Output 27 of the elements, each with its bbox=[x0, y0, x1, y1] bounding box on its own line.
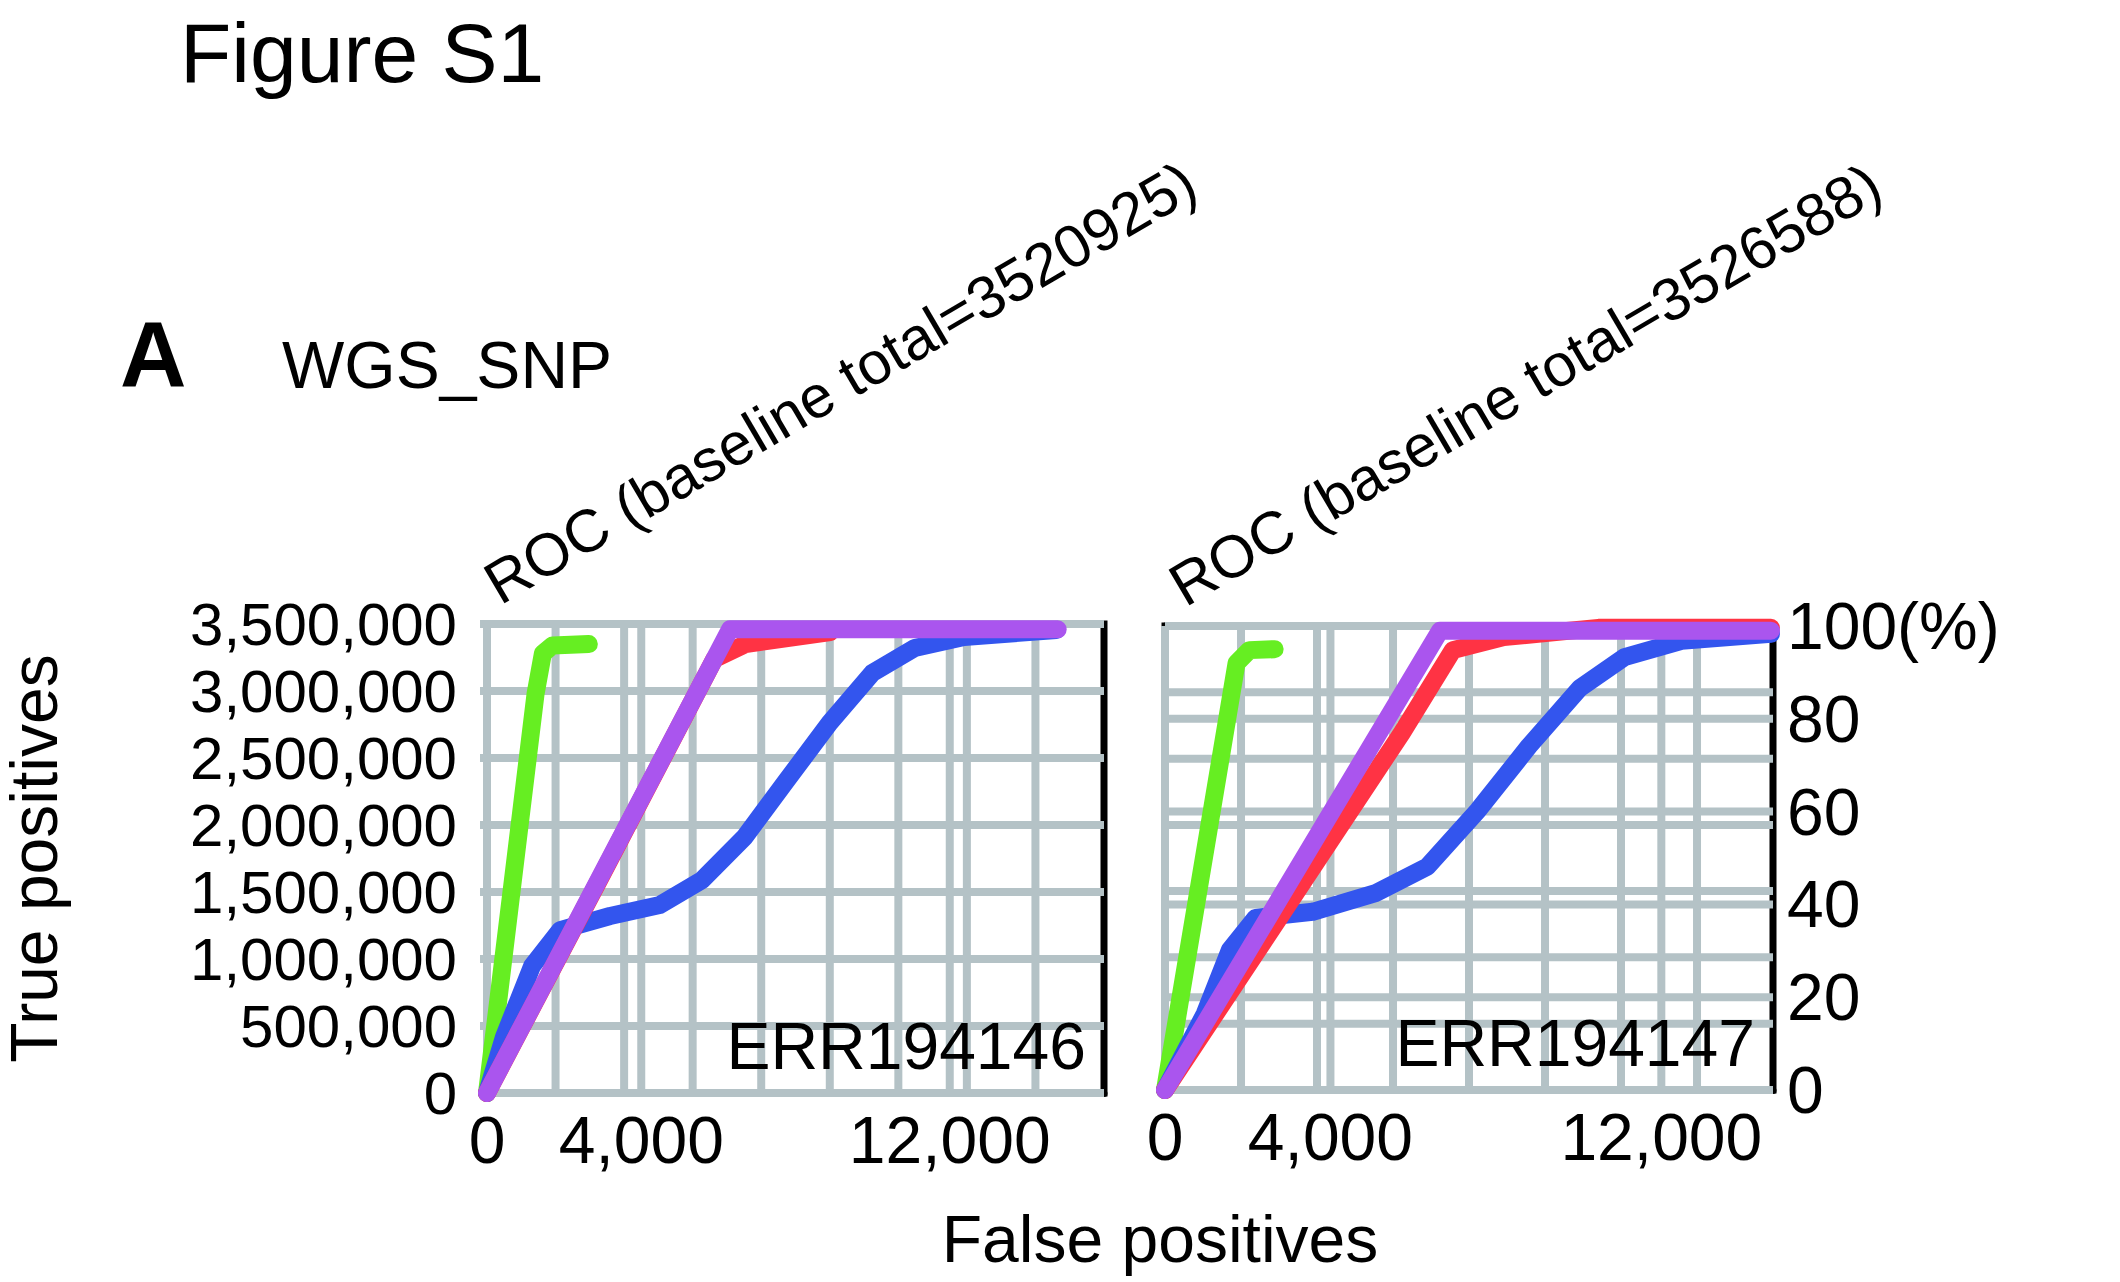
y-tick-label: 2,000,000 bbox=[190, 791, 457, 859]
y-axis-title: True positives bbox=[0, 654, 71, 1063]
y-tick-label: 3,000,000 bbox=[190, 657, 457, 725]
y-tick-label: 1,000,000 bbox=[190, 925, 457, 993]
y2-tick-label: 0 bbox=[1787, 1053, 1824, 1127]
y-tick-label: 500,000 bbox=[240, 992, 457, 1060]
y-tick-label: 2,500,000 bbox=[190, 724, 457, 792]
x-tick-label: 0 bbox=[468, 1103, 506, 1177]
x-tick-label: 4,000 bbox=[1247, 1100, 1414, 1174]
annotation: ERR194147 bbox=[1395, 1006, 1755, 1080]
y2-tick-label: 40 bbox=[1787, 867, 1861, 942]
y2-tick-label: 80 bbox=[1787, 681, 1861, 756]
y2-tick-label: 60 bbox=[1787, 774, 1861, 849]
annotation: ERR194146 bbox=[726, 1009, 1086, 1083]
y-tick-label: 1,500,000 bbox=[190, 858, 457, 926]
x-tick-label: 12,000 bbox=[848, 1103, 1051, 1177]
x-tick-label: 4,000 bbox=[558, 1103, 724, 1177]
text: A bbox=[120, 303, 187, 405]
caption: Figure S1 bbox=[180, 6, 545, 100]
x-tick-label: 0 bbox=[1146, 1100, 1184, 1174]
y-tick-label: 0 bbox=[423, 1059, 457, 1127]
x-tick-label: 12,000 bbox=[1560, 1100, 1763, 1174]
y-tick-label: 3,500,000 bbox=[190, 590, 457, 658]
y2-tick-label: 20 bbox=[1787, 960, 1861, 1035]
y2-tick-label: 100(%) bbox=[1787, 589, 2000, 663]
text: WGS_SNP bbox=[282, 328, 613, 402]
x-axis-title: False positives bbox=[941, 1202, 1379, 1276]
